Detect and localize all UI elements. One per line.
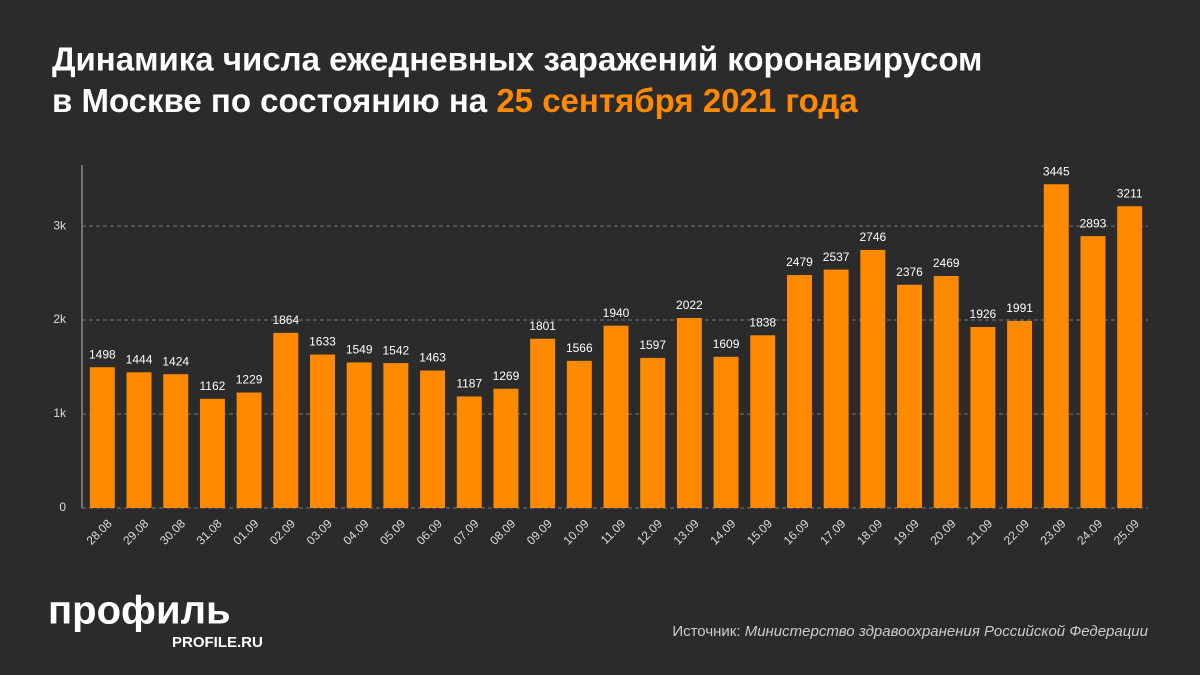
value-label: 1162: [200, 379, 226, 393]
bar: [897, 284, 922, 508]
bar: [456, 396, 482, 508]
bar: [750, 335, 776, 508]
y-tick-label: 2k: [53, 312, 67, 326]
y-tick-label: 3k: [53, 218, 67, 232]
value-label: 1229: [236, 373, 263, 387]
source-label: Источник:: [672, 623, 740, 640]
value-label: 1566: [566, 341, 593, 355]
value-label: 1498: [89, 347, 116, 361]
value-label: 2376: [896, 265, 923, 279]
bar: [530, 338, 556, 508]
bar: [89, 367, 115, 508]
chart-title: в Москве по состоянию на 25 сентября 202…: [52, 82, 858, 119]
value-label: 1549: [346, 343, 373, 357]
value-label: 1424: [162, 354, 189, 368]
value-label: 1801: [529, 319, 556, 333]
bar: [383, 363, 409, 508]
bar: [310, 354, 335, 508]
logo: профиль: [48, 589, 231, 633]
bar: [566, 360, 592, 508]
y-tick-label: 0: [59, 500, 66, 514]
value-label: 1864: [272, 313, 299, 327]
bar: [823, 269, 849, 508]
title-date: 25 сентября 2021 года: [496, 82, 858, 119]
value-label: 1597: [639, 338, 666, 352]
bar: [713, 356, 739, 508]
value-label: 2479: [786, 255, 813, 269]
bar: [346, 362, 372, 508]
bar: [273, 332, 299, 508]
bar: [603, 325, 629, 508]
bar: [1007, 320, 1033, 508]
bar: [970, 327, 996, 508]
bar: [1080, 236, 1106, 508]
value-label: 1444: [126, 352, 153, 366]
logo-url: PROFILE.RU: [172, 634, 263, 651]
bar: [163, 374, 189, 508]
value-label: 1269: [493, 369, 520, 383]
value-label: 1838: [749, 315, 776, 329]
bar: [493, 388, 519, 508]
value-label: 2469: [933, 256, 960, 270]
value-label: 2746: [859, 230, 886, 244]
value-label: 1940: [603, 306, 630, 320]
bar: [676, 317, 702, 508]
value-label: 1463: [419, 351, 446, 365]
value-label: 1542: [383, 343, 410, 357]
bar: [860, 249, 886, 508]
value-label: 3445: [1043, 164, 1070, 178]
value-label: 1926: [970, 307, 997, 321]
bar: [1117, 206, 1143, 508]
bar: [420, 370, 446, 508]
bar: [1043, 184, 1069, 508]
value-label: 1187: [456, 377, 482, 391]
value-label: 3211: [1117, 186, 1143, 200]
source: Источник: Министерство здравоохранения Р…: [672, 623, 1148, 640]
y-tick-label: 1k: [53, 406, 67, 420]
source-text: Министерство здравоохранения Российской …: [745, 623, 1149, 640]
value-label: 1991: [1006, 301, 1033, 315]
value-label: 1609: [713, 337, 740, 351]
value-label: 2537: [823, 250, 850, 264]
bar: [933, 275, 959, 508]
chart-title: Динамика числа ежедневных заражений коро…: [52, 41, 982, 78]
title-part: в Москве по состоянию на: [52, 82, 488, 119]
value-label: 1633: [309, 335, 336, 349]
bar: [786, 275, 812, 508]
bar: [640, 357, 666, 508]
value-label: 2022: [676, 298, 703, 312]
bar: [199, 398, 225, 508]
value-label: 2893: [1080, 216, 1107, 230]
bar: [126, 372, 152, 508]
bar: [236, 392, 262, 508]
